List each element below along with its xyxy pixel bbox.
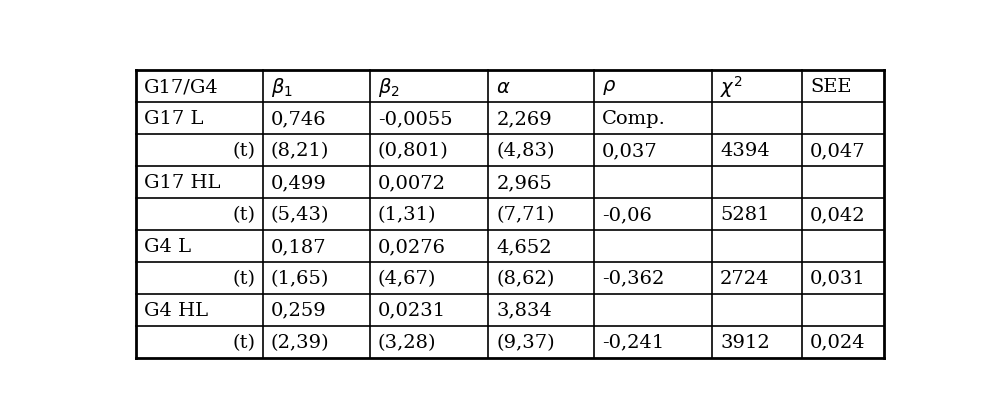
Text: (t): (t)	[232, 205, 254, 223]
Text: (9,37): (9,37)	[496, 333, 555, 351]
Text: 0,031: 0,031	[809, 269, 865, 287]
Text: 4,652: 4,652	[496, 237, 552, 255]
Text: -0,06: -0,06	[601, 205, 651, 223]
Text: G17 L: G17 L	[143, 110, 203, 128]
Text: 0,024: 0,024	[809, 333, 865, 351]
Text: (1,31): (1,31)	[378, 205, 436, 223]
Text: (4,83): (4,83)	[496, 142, 554, 160]
Text: (4,67): (4,67)	[378, 269, 435, 287]
Text: 3,834: 3,834	[496, 301, 552, 319]
Text: (t): (t)	[232, 142, 254, 160]
Text: 0,259: 0,259	[270, 301, 326, 319]
Text: (1,65): (1,65)	[270, 269, 329, 287]
Text: 0,0276: 0,0276	[378, 237, 445, 255]
Text: G17/G4: G17/G4	[143, 78, 219, 96]
Text: 0,187: 0,187	[270, 237, 326, 255]
Text: (8,62): (8,62)	[496, 269, 554, 287]
Text: Comp.: Comp.	[601, 110, 665, 128]
Text: -0,241: -0,241	[601, 333, 663, 351]
Text: $\rho$: $\rho$	[601, 78, 615, 97]
Text: G17 HL: G17 HL	[143, 173, 220, 191]
Text: 3912: 3912	[720, 333, 769, 351]
Text: (8,21): (8,21)	[270, 142, 329, 160]
Text: (2,39): (2,39)	[270, 333, 329, 351]
Text: 4394: 4394	[720, 142, 769, 160]
Text: G4 HL: G4 HL	[143, 301, 208, 319]
Text: 2,269: 2,269	[496, 110, 552, 128]
Text: $\alpha$: $\alpha$	[496, 78, 510, 97]
Text: 0,0072: 0,0072	[378, 173, 445, 191]
Text: (t): (t)	[232, 269, 254, 287]
Text: 0,047: 0,047	[809, 142, 865, 160]
Text: SEE: SEE	[809, 78, 851, 96]
Text: -0,362: -0,362	[601, 269, 663, 287]
Text: -0,0055: -0,0055	[378, 110, 452, 128]
Text: 2,965: 2,965	[496, 173, 552, 191]
Text: 0,746: 0,746	[270, 110, 326, 128]
Text: (7,71): (7,71)	[496, 205, 554, 223]
Text: 0,037: 0,037	[601, 142, 657, 160]
Text: (3,28): (3,28)	[378, 333, 436, 351]
Text: 0,499: 0,499	[270, 173, 326, 191]
Text: (t): (t)	[232, 333, 254, 351]
Text: 5281: 5281	[720, 205, 768, 223]
Text: (0,801): (0,801)	[378, 142, 448, 160]
Text: 0,042: 0,042	[809, 205, 865, 223]
Text: 2724: 2724	[720, 269, 768, 287]
Text: $\beta_1$: $\beta_1$	[270, 76, 292, 99]
Text: (5,43): (5,43)	[270, 205, 329, 223]
Text: $\beta_2$: $\beta_2$	[378, 76, 400, 99]
Text: $\chi^2$: $\chi^2$	[720, 74, 742, 100]
Text: 0,0231: 0,0231	[378, 301, 445, 319]
Text: G4 L: G4 L	[143, 237, 191, 255]
